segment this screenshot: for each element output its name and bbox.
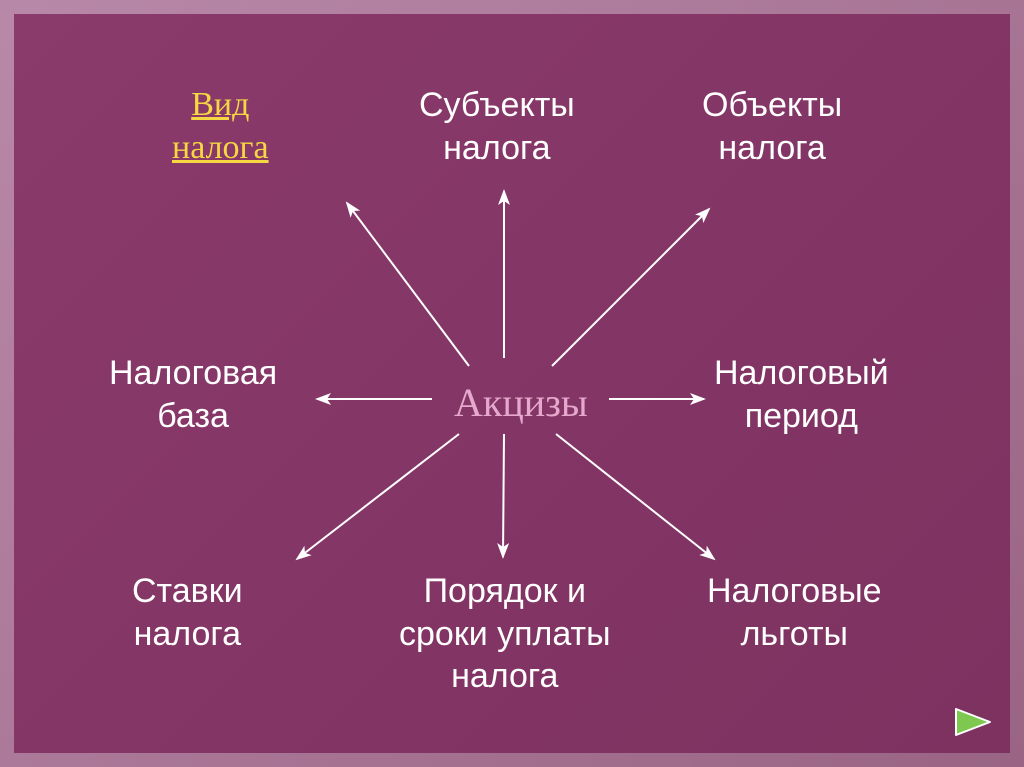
next-slide-button[interactable] (952, 703, 996, 741)
slide-content: Акцизы Вид налога Субъекты налога Объекты … (14, 14, 1010, 753)
node-tax-period: Налоговый период (714, 352, 889, 437)
node-tax-base: Налоговая база (109, 352, 277, 437)
slide-frame: Акцизы Вид налога Субъекты налога Объекты … (0, 0, 1024, 767)
node-tax-subjects: Субъекты налога (419, 84, 575, 169)
node-tax-benefits: Налоговые льготы (707, 570, 882, 655)
node-tax-rates: Ставки налога (132, 570, 243, 655)
node-tax-objects: Объекты налога (702, 84, 842, 169)
node-tax-type[interactable]: Вид налога (172, 84, 269, 169)
node-tax-procedure: Порядок и сроки уплаты налога (399, 570, 611, 698)
center-label: Акцизы (454, 378, 588, 428)
